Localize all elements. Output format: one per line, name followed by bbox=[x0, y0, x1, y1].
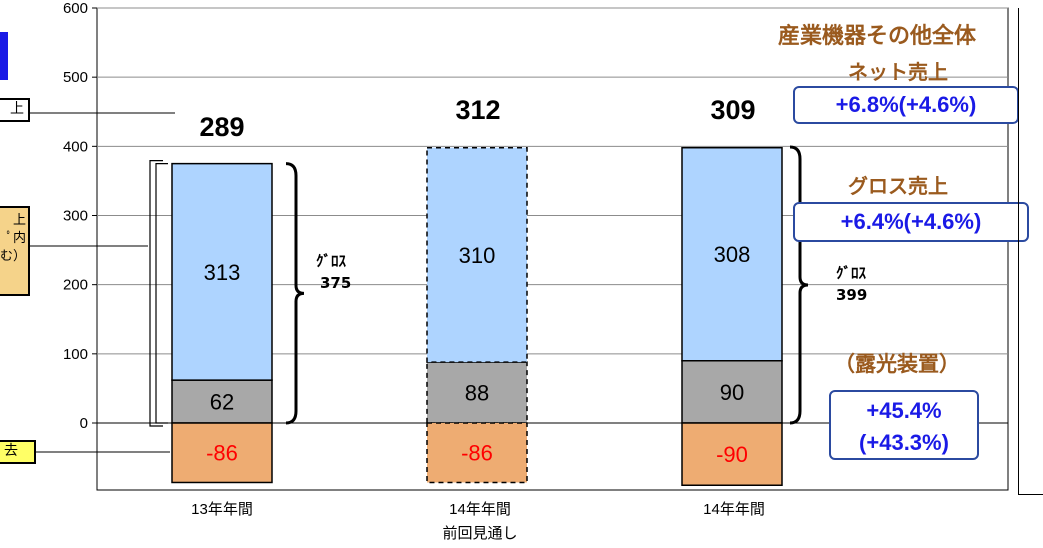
bracket-outer-left bbox=[149, 160, 163, 427]
x-label-14-text: 14年年間 bbox=[703, 501, 765, 518]
tick-layer: 0 100 200 300 400 500 600 bbox=[63, 0, 97, 432]
net-sales-label-text: ネット売上 bbox=[848, 60, 948, 84]
bar-top-label-2: 308 bbox=[714, 242, 751, 267]
net-sales-growth-text: +6.8%(+4.6%) bbox=[835, 92, 977, 117]
gross-brace-right bbox=[789, 145, 809, 425]
left-label-remove-text: 去 bbox=[4, 443, 18, 459]
segment-header-text: 産業機器その他全体 bbox=[778, 24, 977, 49]
gross-label-left-title: ｸﾞﾛｽ bbox=[316, 252, 347, 270]
next-chart-frame bbox=[1018, 8, 1043, 495]
left-label-remove: 去 bbox=[0, 440, 36, 464]
exposure-label: （露光装置） bbox=[834, 348, 960, 378]
ytick-label-600: 600 bbox=[63, 0, 88, 17]
bar-mid-1 bbox=[426, 361, 528, 424]
ytick-label-100: 100 bbox=[63, 346, 88, 363]
segment-header: 産業機器その他全体 bbox=[778, 18, 976, 50]
gross-sales-label-text: グロス売上 bbox=[848, 174, 948, 198]
x-label-14-forecast-line1: 14年年間 bbox=[449, 501, 511, 518]
x-label-14-forecast-line2: 前回見通し bbox=[442, 525, 518, 542]
total-label-14-forecast-text: 312 bbox=[455, 95, 501, 125]
gross-sales-growth-text: +6.4%(+4.6%) bbox=[840, 209, 982, 234]
bar-neg-label-0: -86 bbox=[206, 441, 238, 466]
ytick-label-0: 0 bbox=[80, 415, 88, 432]
x-label-13: 13年年間 bbox=[152, 498, 292, 519]
total-label-14-text: 309 bbox=[710, 95, 756, 125]
ytick-label-300: 300 bbox=[63, 208, 88, 225]
bar-mid-label-1: 88 bbox=[465, 381, 489, 406]
gross-brace-left bbox=[285, 162, 305, 425]
gross-label-right-title: ｸﾞﾛｽ bbox=[836, 264, 867, 282]
x-label-14: 14年年間 bbox=[664, 498, 804, 519]
exposure-growth-line2: (+43.3%) bbox=[859, 430, 949, 455]
bar-neg-label-1: -86 bbox=[461, 441, 493, 466]
bar-top-2 bbox=[681, 146, 783, 362]
total-label-13: 289 bbox=[172, 112, 272, 143]
bar-top-label-1: 310 bbox=[459, 243, 496, 268]
bracket-inner-left bbox=[155, 163, 168, 424]
bar-mid-2 bbox=[681, 360, 783, 424]
connector-layer bbox=[30, 112, 175, 453]
left-title-fragment bbox=[0, 32, 8, 80]
left-label-gross-line2: ﾟ内 bbox=[6, 231, 26, 246]
total-label-13-text: 289 bbox=[199, 112, 245, 142]
x-label-13-text: 13年年間 bbox=[191, 501, 253, 518]
bar-neg-0 bbox=[171, 422, 273, 484]
net-sales-growth-box: +6.8%(+4.6%) bbox=[793, 86, 1019, 124]
bar-top-label-0: 313 bbox=[204, 260, 241, 285]
bar-neg-1 bbox=[426, 422, 528, 484]
gross-label-left-value: 375 bbox=[320, 274, 352, 292]
x-label-14-forecast: 14年年間 前回見通し bbox=[410, 498, 550, 546]
bar-neg-label-2: -90 bbox=[716, 442, 748, 467]
ytick-label-200: 200 bbox=[63, 277, 88, 294]
gross-label-right: ｸﾞﾛｽ 399 bbox=[836, 262, 867, 306]
ytick-label-400: 400 bbox=[63, 138, 88, 155]
bar-layer: 62 313 -86 88 310 -86 90 308 -90 bbox=[171, 146, 783, 486]
total-label-14: 309 bbox=[683, 95, 783, 126]
exposure-growth-box: +45.4% (+43.3%) bbox=[829, 390, 979, 460]
left-label-net: 上 bbox=[0, 98, 30, 122]
bar-top-0 bbox=[171, 162, 273, 381]
bar-top-1 bbox=[426, 146, 528, 363]
gross-label-left: ｸﾞﾛｽ 375 bbox=[316, 250, 351, 294]
left-label-gross: 上 ﾟ内 む） bbox=[0, 206, 30, 296]
exposure-label-text: （露光装置） bbox=[834, 352, 960, 376]
total-label-14-forecast: 312 bbox=[428, 95, 528, 126]
net-sales-label: ネット売上 bbox=[848, 56, 948, 85]
bracket-layer bbox=[149, 145, 809, 427]
bar-mid-label-0: 62 bbox=[210, 390, 234, 415]
left-label-gross-line3: む） bbox=[0, 249, 26, 264]
ytick-label-500: 500 bbox=[63, 69, 88, 86]
gross-sales-growth-box: +6.4%(+4.6%) bbox=[793, 202, 1029, 242]
left-label-net-text: 上 bbox=[10, 101, 24, 117]
bar-neg-2 bbox=[681, 422, 783, 486]
bar-mid-label-2: 90 bbox=[720, 380, 744, 405]
exposure-growth-line1: +45.4% bbox=[866, 398, 942, 423]
left-label-gross-line1: 上 bbox=[12, 213, 26, 228]
gross-label-right-value: 399 bbox=[836, 286, 868, 304]
gross-sales-label: グロス売上 bbox=[848, 170, 948, 199]
bar-mid-0 bbox=[171, 379, 273, 424]
